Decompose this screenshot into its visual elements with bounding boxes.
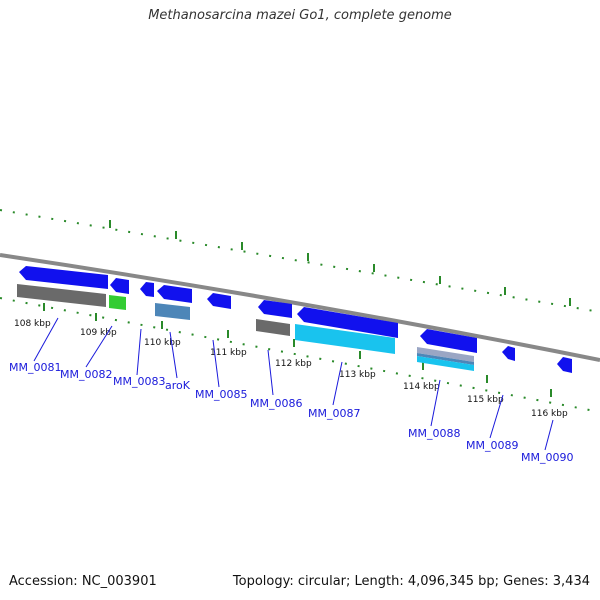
scale-label-108: 108 kbp [14, 319, 51, 329]
leader-mm-0087 [332, 361, 343, 406]
leader-mm-0081 [33, 317, 59, 362]
leader-mm-0090 [544, 419, 554, 451]
gene-label-mm-0085[interactable]: MM_0085 [195, 388, 247, 401]
cds-block-mm-0087[interactable] [295, 324, 395, 354]
gene-label-mm-0090[interactable]: MM_0090 [521, 451, 573, 464]
cds-block-mm-0088-a[interactable] [417, 347, 474, 362]
genome-summary: Topology: circular; Length: 4,096,345 bp… [232, 574, 590, 589]
gene-arrow-mm-0088[interactable] [420, 329, 477, 353]
scale-label-111: 111 kbp [210, 348, 247, 358]
scale-labels: 108 kbp 109 kbp 110 kbp 111 kbp 112 kbp … [14, 319, 568, 419]
gene-arrow-mm-0086[interactable] [258, 300, 292, 318]
gene-label-mm-0086[interactable]: MM_0086 [250, 397, 302, 410]
gene-arrow-arok[interactable] [157, 285, 192, 303]
cds-block-mm-0088-c[interactable] [417, 356, 474, 371]
gene-arrows[interactable] [19, 266, 572, 373]
gene-label-mm-0082[interactable]: MM_0082 [60, 368, 112, 381]
leader-mm-0085 [212, 339, 220, 388]
gene-labels[interactable]: MM_0081 MM_0082 MM_0083 aroK MM_0085 MM_… [9, 361, 573, 464]
leader-mm-0089 [489, 394, 504, 439]
cds-block-arok[interactable] [155, 303, 190, 320]
scale-label-113: 113 kbp [339, 370, 376, 380]
gene-label-mm-0083[interactable]: MM_0083 [113, 375, 165, 388]
upper-tick-track [0, 209, 600, 313]
accession-label: Accession: NC_003901 [9, 574, 157, 589]
leader-mm-0088 [430, 379, 441, 427]
gene-label-mm-0088[interactable]: MM_0088 [408, 427, 460, 440]
gene-label-mm-0081[interactable]: MM_0081 [9, 361, 61, 374]
gene-arrow-mm-0083[interactable] [140, 282, 154, 297]
scale-label-110: 110 kbp [144, 338, 181, 348]
leader-mm-0086 [267, 349, 274, 396]
cds-block-mm-0088-b[interactable] [417, 353, 474, 365]
leader-mm-0083 [136, 328, 142, 376]
leader-mm-0082 [85, 325, 113, 368]
gene-arrow-mm-0082[interactable] [110, 278, 129, 294]
gene-label-mm-0089[interactable]: MM_0089 [466, 439, 518, 452]
gene-arrow-mm-0087[interactable] [297, 307, 398, 338]
gene-arrow-mm-0085[interactable] [207, 293, 231, 309]
gene-label-arok[interactable]: aroK [165, 379, 191, 392]
gene-arrow-mm-0090[interactable] [557, 357, 572, 373]
gene-label-mm-0087[interactable]: MM_0087 [308, 407, 360, 420]
scale-label-115: 115 kbp [467, 395, 504, 405]
scale-label-109: 109 kbp [80, 328, 117, 338]
cds-blocks[interactable] [17, 284, 474, 371]
gene-arrow-mm-0089[interactable] [502, 346, 515, 361]
cds-block-mm-0086[interactable] [256, 319, 290, 336]
scale-label-116: 116 kbp [531, 409, 568, 419]
cds-block-mm-0082[interactable] [109, 295, 126, 310]
gene-arrow-mm-0081[interactable] [19, 266, 108, 289]
leader-arok [169, 331, 178, 379]
lower-tick-track [0, 297, 600, 413]
scale-label-112: 112 kbp [275, 359, 312, 369]
leader-lines [33, 317, 554, 451]
genome-title: Methanosarcina mazei Go1, complete genom… [148, 8, 452, 23]
genome-backbone [0, 253, 600, 362]
cds-block-mm-0081[interactable] [17, 284, 106, 307]
scale-label-114: 114 kbp [403, 382, 440, 392]
